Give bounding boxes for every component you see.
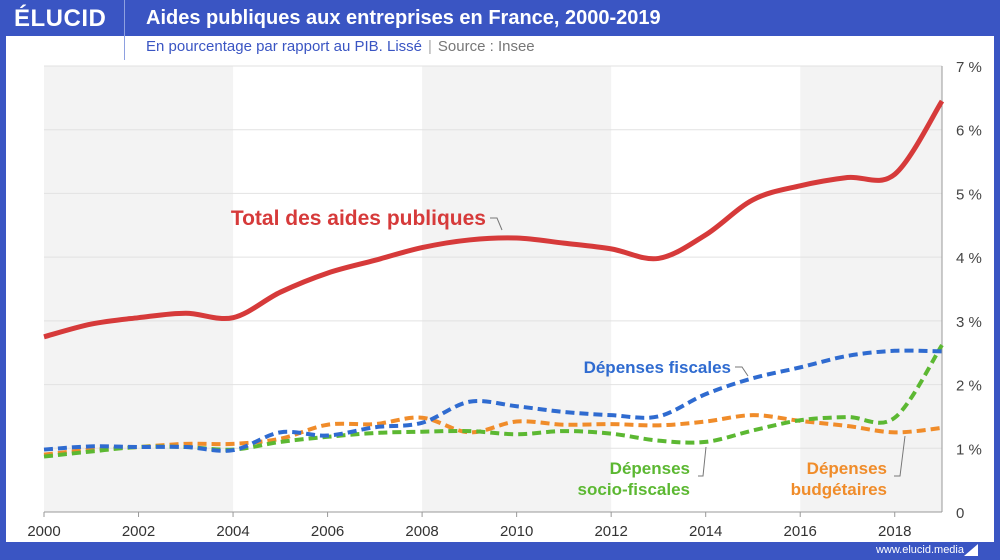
y-tick-label: 3 % <box>956 314 982 331</box>
y-tick-label: 2 % <box>956 378 982 395</box>
series-line-total <box>43 99 945 340</box>
label-leader <box>735 366 749 377</box>
series-label-socio-fiscales: Dépenses <box>610 459 690 478</box>
y-tick-label: 6 % <box>956 123 982 140</box>
background-band <box>422 66 612 512</box>
x-tick-label: 2018 <box>878 523 911 540</box>
header-bar <box>0 0 1000 36</box>
y-tick-label: 5 % <box>956 186 982 203</box>
label-leader <box>698 446 707 477</box>
y-tick-label: 4 % <box>956 250 982 267</box>
elucid-flag-icon <box>964 544 978 556</box>
label-leader <box>894 435 906 477</box>
x-tick-label: 2006 <box>311 523 344 540</box>
source-text: Source : Insee <box>437 38 535 55</box>
logo: ÉLUCID <box>14 5 107 32</box>
chart-subtitle: En pourcentage par rapport au PIB. Lissé… <box>146 38 535 55</box>
y-tick-label: 7 % <box>956 59 982 76</box>
x-tick-label: 2014 <box>689 523 722 540</box>
background-band <box>44 66 234 512</box>
series-label-budgetaires: Dépenses <box>807 459 887 478</box>
footer-url[interactable]: www.elucid.media <box>875 544 964 556</box>
x-tick-label: 2004 <box>216 523 249 540</box>
label-leader <box>490 217 503 231</box>
series-line-fiscales <box>43 348 943 453</box>
y-tick-label: 1 % <box>956 441 982 458</box>
x-tick-label: 2000 <box>27 523 60 540</box>
logo-divider <box>124 0 125 60</box>
x-tick-label: 2010 <box>500 523 533 540</box>
series-label-fiscales: Dépenses fiscales <box>584 358 731 377</box>
x-tick-label: 2008 <box>405 523 438 540</box>
series-label-socio-fiscales: socio-fiscales <box>578 480 690 499</box>
x-tick-label: 2012 <box>594 523 627 540</box>
series-label-budgetaires: budgétaires <box>791 480 887 499</box>
x-tick-label: 2002 <box>122 523 155 540</box>
x-tick-label: 2016 <box>784 523 817 540</box>
series-label-total: Total des aides publiques <box>231 207 486 230</box>
y-tick-label: 0 <box>956 505 964 522</box>
subtitle-text: En pourcentage par rapport au PIB. Lissé <box>146 38 423 55</box>
background-band <box>800 66 942 512</box>
chart-title: Aides publiques aux entreprises en Franc… <box>146 7 661 29</box>
